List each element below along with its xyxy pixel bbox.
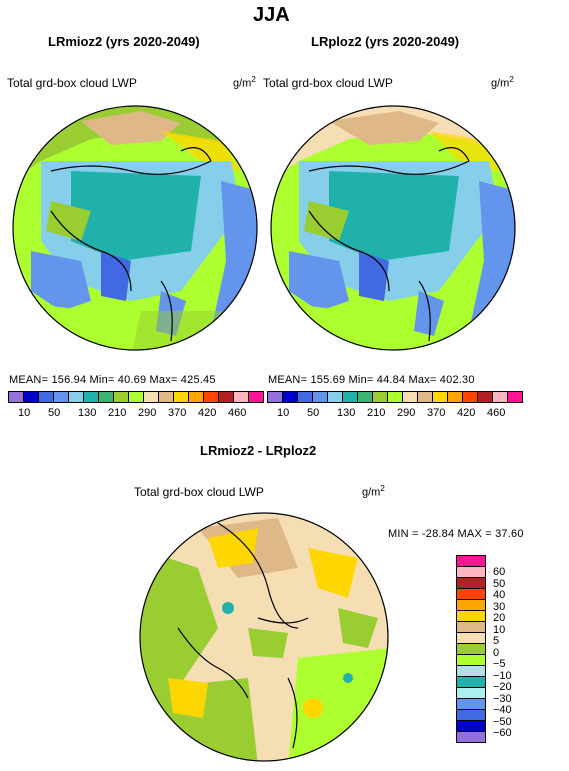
colorbar-swatch [8, 391, 24, 403]
colorbar-swatch [248, 391, 264, 403]
colorbar-tick-label: 5 [493, 635, 500, 647]
left-map [12, 105, 258, 351]
colorbar-tick-label: 420 [457, 407, 476, 419]
colorbar-swatch [402, 391, 418, 403]
colorbar-tick-label: −60 [493, 727, 512, 739]
page-title: JJA [253, 4, 290, 26]
colorbar-swatch [417, 391, 433, 403]
right-map [270, 105, 516, 351]
colorbar-swatch [83, 391, 99, 403]
diff-colorbar [456, 555, 486, 743]
diff-panel-subtitle: LRmioz2 - LRploz2 [200, 443, 317, 458]
colorbar-tick-label: 50 [307, 407, 320, 419]
colorbar-swatch [447, 391, 463, 403]
colorbar-swatch [507, 391, 523, 403]
colorbar-swatch [38, 391, 54, 403]
colorbar-tick-label: 0 [493, 646, 500, 659]
colorbar-swatch [492, 391, 508, 403]
right-panel-unit: g/m2 [491, 75, 514, 90]
colorbar-tick-label: 460 [487, 407, 506, 419]
colorbar-swatch [203, 391, 219, 403]
colorbar-swatch [477, 391, 493, 403]
colorbar-tick-label: 10 [277, 407, 290, 419]
colorbar-swatch [297, 391, 313, 403]
left-panel-unit: g/m2 [233, 75, 256, 90]
colorbar-tick-label: 460 [228, 407, 247, 419]
diff-map [139, 512, 389, 762]
colorbar-tick-label: 50 [493, 577, 506, 590]
colorbar-tick-label: 30 [493, 600, 506, 613]
right-panel-stats: MEAN= 155.69 Min= 44.84 Max= 402.30 [268, 374, 475, 386]
colorbar-swatch [173, 391, 189, 403]
left-panel-subtitle: LRmioz2 (yrs 2020-2049) [48, 34, 200, 49]
colorbar-tick-label: 210 [367, 407, 386, 419]
diff-panel-variable: Total grd-box cloud LWP [134, 485, 264, 499]
colorbar-tick-label: 10 [493, 623, 506, 636]
colorbar-swatch [456, 731, 486, 743]
colorbar-swatch [357, 391, 373, 403]
colorbar-tick-label: 420 [198, 407, 217, 419]
colorbar-tick-label: 20 [493, 612, 506, 624]
colorbar-swatch [188, 391, 204, 403]
colorbar-tick-label: 210 [108, 407, 127, 419]
right-panel-variable: Total grd-box cloud LWP [263, 76, 393, 90]
colorbar-tick-label: −30 [493, 692, 512, 705]
left-panel-stats: MEAN= 156.94 Min= 40.69 Max= 425.45 [9, 374, 216, 386]
colorbar-tick-label: 290 [397, 407, 416, 419]
colorbar-swatch [372, 391, 388, 403]
colorbar-tick-label: 130 [78, 407, 97, 419]
colorbar-swatch [113, 391, 129, 403]
colorbar-swatch [282, 391, 298, 403]
colorbar-swatch [312, 391, 328, 403]
colorbar-tick-label: 290 [138, 407, 157, 419]
colorbar-tick-label: 40 [493, 589, 506, 601]
colorbar-swatch [432, 391, 448, 403]
colorbar-tick-label: 50 [48, 407, 61, 419]
colorbar-swatch [23, 391, 39, 403]
colorbar-swatch [267, 391, 283, 403]
diff-panel-stats: MIN = -28.84 MAX = 37.60 [388, 528, 524, 540]
left-panel-variable: Total grd-box cloud LWP [7, 76, 137, 90]
colorbar-tick-label: −20 [493, 681, 512, 693]
left-colorbar [8, 391, 264, 403]
colorbar-swatch [158, 391, 174, 403]
colorbar-tick-label: 370 [168, 407, 187, 419]
colorbar-swatch [128, 391, 144, 403]
right-colorbar [267, 391, 523, 403]
colorbar-tick-label: 60 [493, 566, 506, 578]
colorbar-tick-label: 10 [18, 407, 31, 419]
colorbar-tick-label: −10 [493, 669, 512, 682]
colorbar-swatch [98, 391, 114, 403]
colorbar-swatch [342, 391, 358, 403]
colorbar-tick-label: 370 [427, 407, 446, 419]
right-panel-subtitle: LRploz2 (yrs 2020-2049) [311, 34, 460, 49]
colorbar-tick-label: −5 [493, 658, 506, 670]
colorbar-tick-label: −50 [493, 715, 512, 728]
colorbar-swatch [53, 391, 69, 403]
colorbar-swatch [462, 391, 478, 403]
colorbar-tick-label: −40 [493, 704, 512, 716]
colorbar-tick-label: 130 [337, 407, 356, 419]
colorbar-swatch [143, 391, 159, 403]
colorbar-swatch [68, 391, 84, 403]
diff-panel-unit: g/m2 [362, 484, 385, 499]
colorbar-swatch [233, 391, 249, 403]
colorbar-swatch [218, 391, 234, 403]
colorbar-swatch [327, 391, 343, 403]
colorbar-swatch [387, 391, 403, 403]
